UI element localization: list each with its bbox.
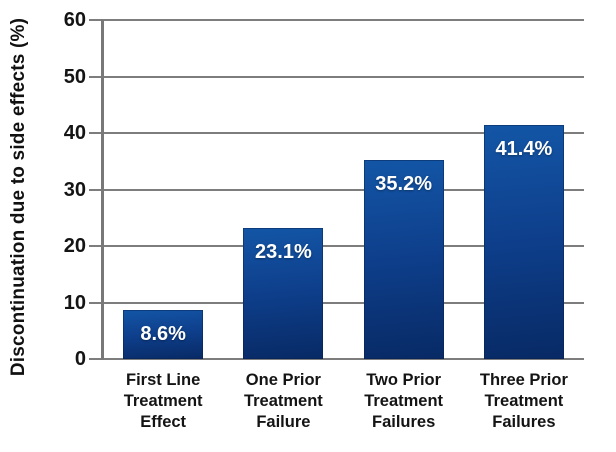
y-tick-label: 0 — [74, 348, 86, 370]
bar-value-label: 8.6% — [140, 323, 186, 346]
gridline — [103, 132, 584, 134]
x-category-label: Two Prior Treatment Failures — [334, 370, 474, 433]
gridline — [103, 245, 584, 247]
x-category-label-line: Failure — [256, 413, 311, 431]
bar: 8.6% — [123, 310, 204, 359]
x-category-label-line: Two Prior — [366, 371, 442, 389]
y-tick-label: 10 — [63, 291, 86, 314]
x-category-label-line: Three Prior — [479, 371, 568, 389]
y-tick-mark — [89, 301, 103, 304]
y-tick-label: 40 — [63, 122, 86, 144]
x-category-label-line: One Prior — [245, 371, 321, 389]
x-category-label-line: Treatment — [364, 392, 444, 410]
y-tick-label: 50 — [63, 65, 86, 88]
x-category-label-line: First Line — [125, 371, 201, 389]
x-category-label-line: Treatment — [123, 392, 203, 410]
bar-value-label: 41.4% — [495, 138, 553, 161]
bar: 35.2% — [363, 160, 444, 359]
x-category-label-line: Failures — [371, 413, 436, 431]
y-tick-label: 60 — [63, 9, 86, 31]
x-category-label-line: Treatment — [243, 392, 323, 410]
y-tick-mark — [89, 358, 103, 360]
x-category-label: First Line Treatment Effect — [93, 370, 233, 433]
bar: 23.1% — [243, 228, 324, 359]
y-tick-mark — [89, 245, 103, 247]
y-tick-mark — [89, 19, 103, 21]
bar: 41.4% — [483, 125, 564, 359]
gridline — [103, 358, 584, 360]
y-axis-title: Discontinuation due to side effects (%) — [8, 17, 29, 377]
y-tick-mark — [89, 75, 103, 78]
y-tick-mark — [89, 188, 103, 191]
gridline — [103, 188, 584, 191]
x-category-label-line: Treatment — [484, 392, 564, 410]
x-category-label-line: Failures — [492, 413, 556, 431]
x-category-label-line: Effect — [140, 413, 187, 431]
bar-value-label: 23.1% — [255, 241, 312, 264]
bar-value-label: 35.2% — [375, 173, 432, 196]
y-axis-line — [101, 20, 104, 360]
gridline — [103, 75, 584, 78]
y-tick-label: 20 — [63, 235, 86, 257]
x-category-label: One Prior Treatment Failure — [213, 370, 353, 433]
gridline — [103, 301, 584, 304]
x-category-label: Three Prior Treatment Failures — [454, 370, 594, 433]
gridline — [103, 19, 584, 21]
y-tick-mark — [89, 132, 103, 134]
y-tick-label: 30 — [63, 178, 86, 201]
